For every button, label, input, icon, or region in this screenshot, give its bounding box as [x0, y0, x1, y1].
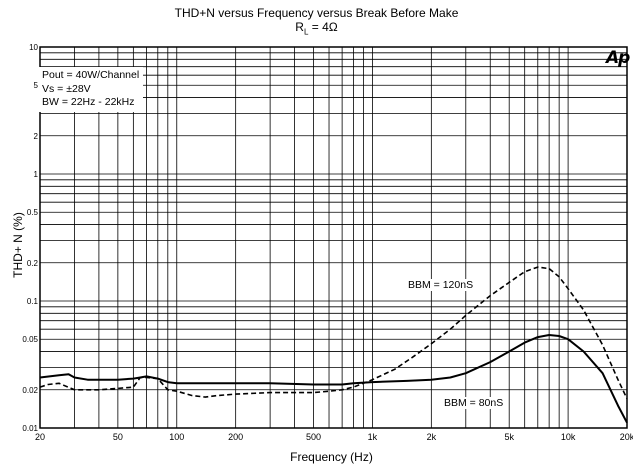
x-tick-label: 20k [620, 432, 633, 442]
y-tick-label: 0.05 [22, 335, 38, 344]
subtitle-rest: = 4Ω [308, 20, 338, 34]
annotation-bbm-80: BBM = 80nS [442, 397, 506, 409]
y-tick-label: 0.01 [22, 424, 38, 433]
conditions-legend: Pout = 40W/Channel Vs = ±28V BW = 22Hz -… [38, 67, 144, 112]
annotation-bbm-120: BBM = 120nS [406, 279, 476, 291]
x-tick-label: 200 [228, 432, 243, 442]
y-tick-label: 10 [29, 43, 38, 52]
x-tick-label: 100 [169, 432, 184, 442]
series-line-bbm-120ns [39, 266, 628, 400]
x-tick-label: 50 [113, 432, 123, 442]
plot-frame [39, 46, 628, 429]
x-axis-label: Frequency (Hz) [290, 450, 373, 464]
y-tick-label: 0.5 [27, 208, 39, 217]
y-axis-label: THD+ N (%) [11, 212, 25, 278]
subtitle-main: R [295, 20, 304, 34]
ap-logo: Ap [606, 48, 630, 68]
series-line-bbm-80ns [39, 334, 628, 424]
legend-line-supply: Vs = ±28V [42, 82, 91, 95]
y-tick-label: 1 [34, 170, 39, 179]
x-tick-label: 1k [368, 432, 378, 442]
y-tick-label: 5 [34, 81, 39, 90]
y-tick-label: 0.1 [27, 297, 39, 306]
legend-line-power: Pout = 40W/Channel [42, 69, 140, 81]
y-tick-label: 0.02 [22, 386, 38, 395]
y-tick-label: 2 [34, 132, 39, 141]
x-tick-label: 20 [35, 432, 45, 442]
chart-title: THD+N versus Frequency versus Break Befo… [174, 6, 459, 20]
legend-line-bandwidth: BW = 22Hz - 22kHz [42, 96, 135, 108]
grid-lines [40, 47, 627, 428]
x-tick-label: 2k [427, 432, 437, 442]
subtitle-subscript: L [303, 27, 309, 37]
x-tick-label: 500 [306, 432, 321, 442]
x-tick-label: 5k [504, 432, 514, 442]
chart-subtitle: RL = 4Ω [0, 20, 633, 36]
y-tick-label: 0.2 [27, 259, 39, 268]
x-tick-label: 10k [561, 432, 576, 442]
data-series [39, 266, 628, 424]
tick-labels: 20 50 100 200 500 1k 2k 5k 10k 20k 0.01 0.02 0.05 0.1… [22, 43, 633, 442]
